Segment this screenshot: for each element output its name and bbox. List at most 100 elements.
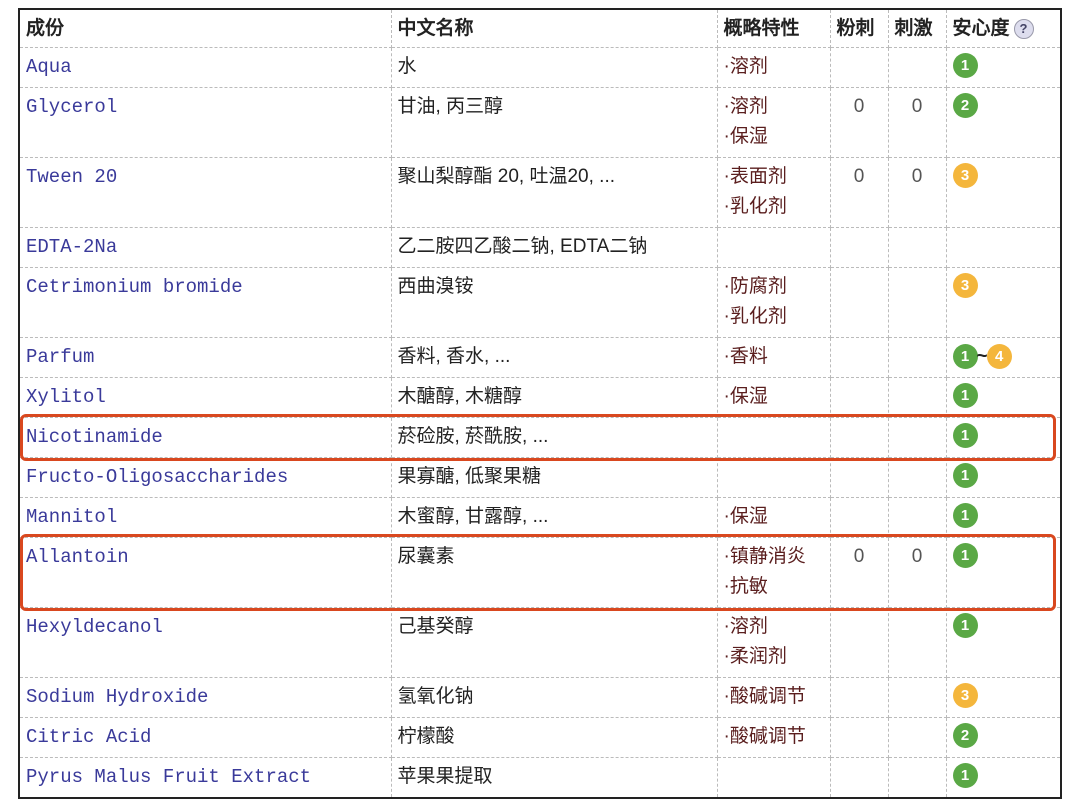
safety-badge: 1 [952,543,978,569]
properties-cell [716,417,831,458]
irritation-value: 0 [887,87,947,158]
table-row: Fructo-Oligosaccharides 果寡醣, 低聚果糖 1 [18,457,1062,498]
acne-value [829,757,889,799]
irritation-value [887,757,947,799]
header-acne: 粉刺 [829,8,889,48]
inci-name[interactable]: Fructo-Oligosaccharides [18,457,392,498]
chinese-name: 香料, 香水, ... [390,337,718,378]
safety-cell: 3 [945,157,1062,228]
properties-cell: ·溶剂 ·保湿 [716,87,831,158]
safety-badge: 1 [952,463,978,489]
safety-cell: 1 [945,47,1062,88]
safety-badge: 1 [952,423,978,449]
safety-cell: 1 [945,417,1062,458]
inci-name[interactable]: Aqua [18,47,392,88]
acne-value [829,607,889,678]
inci-name[interactable]: Tween 20 [18,157,392,228]
inci-name[interactable]: EDTA-2Na [18,227,392,268]
chinese-name: 乙二胺四乙酸二钠, EDTA二钠 [390,227,718,268]
table-row: Cetrimonium bromide 西曲溴铵 ·防腐剂 ·乳化剂 3 [18,267,1062,338]
properties-cell [716,457,831,498]
property: ·保湿 [723,506,768,527]
safety-cell [945,227,1062,268]
safety-badge: 1 [952,53,978,79]
property: ·表面剂 [723,166,787,187]
chinese-name: 果寡醣, 低聚果糖 [390,457,718,498]
property: ·乳化剂 [723,196,787,217]
irritation-value [887,377,947,418]
table-row: Xylitol 木醣醇, 木糖醇 ·保湿 1 [18,377,1062,418]
inci-name[interactable]: Parfum [18,337,392,378]
properties-cell: ·香料 [716,337,831,378]
inci-name[interactable]: Nicotinamide [18,417,392,458]
acne-value [829,267,889,338]
chinese-name: 水 [390,47,718,88]
properties-cell: ·表面剂 ·乳化剂 [716,157,831,228]
inci-name[interactable]: Hexyldecanol [18,607,392,678]
inci-name[interactable]: Cetrimonium bromide [18,267,392,338]
safety-badge: 2 [952,723,978,749]
property: ·溶剂 [723,56,768,77]
safety-cell: 1 [945,757,1062,799]
safety-cell: 2 [945,87,1062,158]
inci-name[interactable]: Pyrus Malus Fruit Extract [18,757,392,799]
properties-cell: ·酸碱调节 [716,717,831,758]
safety-badge: 3 [952,273,978,299]
irritation-value [887,227,947,268]
properties-cell: ·酸碱调节 [716,677,831,718]
inci-name[interactable]: Xylitol [18,377,392,418]
safety-badge: 1 [952,613,978,639]
properties-cell: ·溶剂 ·柔润剂 [716,607,831,678]
chinese-name: 甘油, 丙三醇 [390,87,718,158]
chinese-name: 尿囊素 [390,537,718,608]
irritation-value [887,267,947,338]
table-row: Glycerol 甘油, 丙三醇 ·溶剂 ·保湿 0 0 2 [18,87,1062,158]
safety-cell: 2 [945,717,1062,758]
property: ·乳化剂 [723,306,787,327]
inci-name[interactable]: Mannitol [18,497,392,538]
properties-cell: ·溶剂 [716,47,831,88]
table-row: Mannitol 木蜜醇, 甘露醇, ... ·保湿 1 [18,497,1062,538]
property: ·镇静消炎 [723,546,806,567]
table-row: EDTA-2Na 乙二胺四乙酸二钠, EDTA二钠 [18,227,1062,268]
acne-value [829,337,889,378]
properties-cell: ·保湿 [716,497,831,538]
irritation-value: 0 [887,157,947,228]
property: ·溶剂 [723,616,768,637]
safety-badge: 1 [952,763,978,789]
inci-name[interactable]: Sodium Hydroxide [18,677,392,718]
property: ·柔润剂 [723,646,787,667]
safety-badge: 1 [952,383,978,409]
property: ·保湿 [723,126,768,147]
irritation-value [887,457,947,498]
inci-name[interactable]: Allantoin [18,537,392,608]
property: ·抗敏 [723,576,768,597]
chinese-name: 菸硷胺, 菸酰胺, ... [390,417,718,458]
acne-value [829,227,889,268]
safety-badge: 1 [952,343,978,369]
table-row: Pyrus Malus Fruit Extract 苹果果提取 1 [18,757,1062,799]
acne-value [829,677,889,718]
safety-cell: 1 [945,457,1062,498]
inci-name[interactable]: Glycerol [18,87,392,158]
range-tilde: ~ [976,346,988,367]
safety-badge: 3 [952,683,978,709]
inci-name[interactable]: Citric Acid [18,717,392,758]
irritation-value [887,497,947,538]
question-icon[interactable]: ? [1013,18,1034,39]
safety-cell: 3 [945,677,1062,718]
table-row: Nicotinamide 菸硷胺, 菸酰胺, ... 1 [18,417,1062,458]
acne-value [829,417,889,458]
irritation-value [887,417,947,458]
table-row: Sodium Hydroxide 氢氧化钠 ·酸碱调节 3 [18,677,1062,718]
chinese-name: 聚山梨醇酯 20, 吐温20, ... [390,157,718,228]
irritation-value [887,337,947,378]
acne-value [829,457,889,498]
acne-value: 0 [829,157,889,228]
table-row: Hexyldecanol 己基癸醇 ·溶剂 ·柔润剂 1 [18,607,1062,678]
acne-value [829,377,889,418]
property: ·酸碱调节 [723,726,806,747]
irritation-value [887,677,947,718]
irritation-value [887,717,947,758]
safety-cell: 3 [945,267,1062,338]
